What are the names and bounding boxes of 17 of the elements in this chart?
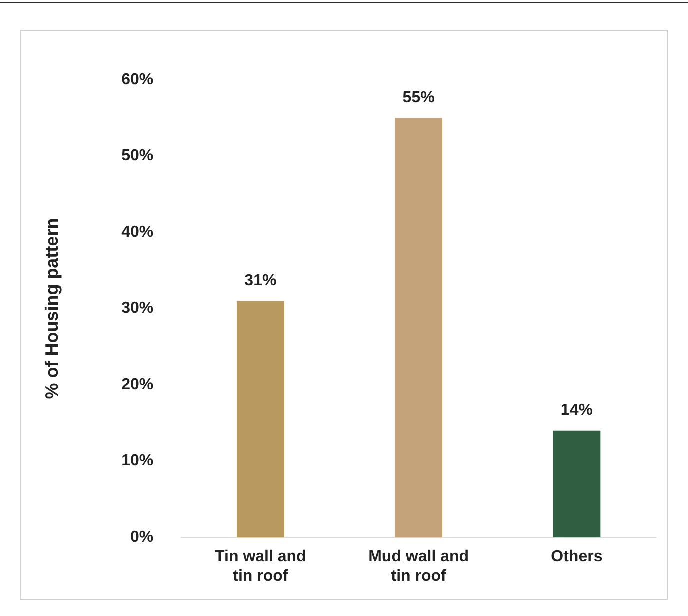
bar xyxy=(395,118,443,538)
bar xyxy=(236,301,284,538)
data-label: 14% xyxy=(560,402,593,420)
y-tick-label: 50% xyxy=(122,148,154,165)
y-tick-label: 0% xyxy=(130,529,154,546)
data-label: 55% xyxy=(402,90,435,107)
y-tick-label: 40% xyxy=(122,224,154,241)
y-axis-title: % of Housing pattern xyxy=(42,218,62,400)
data-label: 31% xyxy=(244,272,277,290)
x-tick-label: Mud wall and tin roof xyxy=(368,548,470,585)
y-tick-label: 20% xyxy=(122,376,154,394)
y-tick-label: 30% xyxy=(122,300,154,318)
y-tick-label: 60% xyxy=(122,71,154,88)
y-tick-label: 10% xyxy=(122,452,154,470)
x-tick-label: Others xyxy=(551,548,603,566)
x-tick-label: Tin wall and tin roof xyxy=(215,548,306,585)
bar xyxy=(553,430,601,538)
